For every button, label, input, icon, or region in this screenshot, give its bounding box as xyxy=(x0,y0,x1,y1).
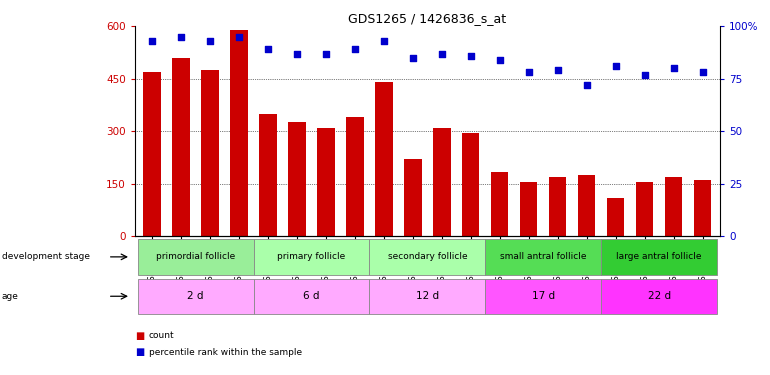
Point xyxy=(551,68,564,74)
Text: 17 d: 17 d xyxy=(531,291,555,301)
Bar xyxy=(549,177,567,236)
Title: GDS1265 / 1426836_s_at: GDS1265 / 1426836_s_at xyxy=(348,12,507,25)
Text: percentile rank within the sample: percentile rank within the sample xyxy=(149,348,302,357)
Point xyxy=(464,53,477,58)
Bar xyxy=(370,239,485,274)
Point xyxy=(320,51,332,57)
Point xyxy=(175,34,187,40)
Point xyxy=(523,69,535,75)
Point xyxy=(696,69,708,75)
Point xyxy=(610,63,622,69)
Bar xyxy=(259,114,276,236)
Text: 12 d: 12 d xyxy=(416,291,439,301)
Bar xyxy=(434,128,450,236)
Point xyxy=(581,82,593,88)
Bar xyxy=(601,239,717,274)
Point xyxy=(291,51,303,57)
Bar xyxy=(462,133,480,236)
Point xyxy=(407,55,419,61)
Point xyxy=(146,38,159,44)
Point xyxy=(204,38,216,44)
Point xyxy=(668,65,680,71)
Bar xyxy=(346,117,363,236)
Point xyxy=(262,46,274,53)
Bar xyxy=(375,82,393,236)
Bar xyxy=(607,198,624,236)
Bar xyxy=(694,180,711,236)
Text: large antral follicle: large antral follicle xyxy=(616,252,702,261)
Bar xyxy=(138,239,253,274)
Text: count: count xyxy=(149,331,174,340)
Text: secondary follicle: secondary follicle xyxy=(387,252,467,261)
Text: small antral follicle: small antral follicle xyxy=(500,252,587,261)
Point xyxy=(349,46,361,53)
Bar xyxy=(253,239,370,274)
Point xyxy=(638,72,651,78)
Bar xyxy=(172,58,189,236)
Bar xyxy=(404,159,421,236)
Point xyxy=(436,51,448,57)
Point xyxy=(378,38,390,44)
Bar xyxy=(143,72,161,236)
Point xyxy=(233,34,245,40)
Point xyxy=(494,57,506,63)
Bar xyxy=(485,279,601,314)
Bar xyxy=(491,171,508,236)
Bar xyxy=(230,30,248,236)
Bar xyxy=(138,279,253,314)
Bar xyxy=(665,177,682,236)
Text: primordial follicle: primordial follicle xyxy=(156,252,235,261)
Text: age: age xyxy=(2,292,18,301)
Bar xyxy=(317,128,335,236)
Bar xyxy=(485,239,601,274)
Bar xyxy=(520,182,537,236)
Bar xyxy=(253,279,370,314)
Bar xyxy=(370,279,485,314)
Text: primary follicle: primary follicle xyxy=(277,252,346,261)
Text: ■: ■ xyxy=(135,331,144,340)
Text: 22 d: 22 d xyxy=(648,291,671,301)
Text: ■: ■ xyxy=(135,348,144,357)
Bar xyxy=(288,123,306,236)
Bar xyxy=(636,182,653,236)
Text: development stage: development stage xyxy=(2,252,89,261)
Bar xyxy=(202,70,219,236)
Bar xyxy=(578,175,595,236)
Bar xyxy=(601,279,717,314)
Text: 6 d: 6 d xyxy=(303,291,320,301)
Text: 2 d: 2 d xyxy=(187,291,204,301)
